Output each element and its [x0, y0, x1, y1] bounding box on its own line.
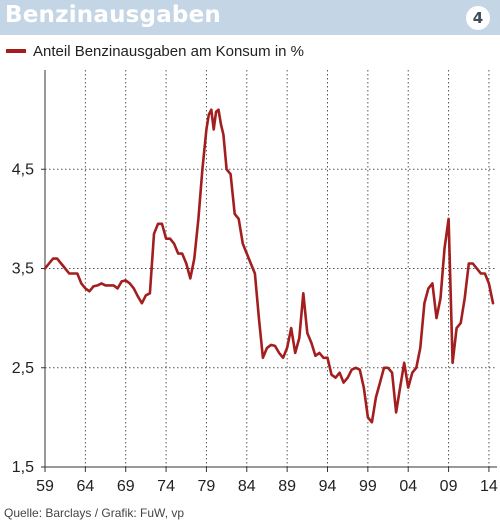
- x-tick-label: 79: [198, 478, 216, 495]
- y-tick-label: 1,5: [12, 459, 34, 476]
- x-tick-label: 84: [238, 478, 256, 495]
- x-tick-label: 69: [117, 478, 135, 495]
- legend: Anteil Benzinausgaben am Konsum in %: [6, 40, 304, 62]
- legend-label: Anteil Benzinausgaben am Konsum in %: [33, 42, 304, 60]
- line-chart: 59 64 69 74 79 84 89 94 99 04 09 14 1,5 2,5 3,5 4,5: [12, 70, 498, 495]
- chart-number-badge: 4: [466, 6, 490, 30]
- header-bar: Benzinausgaben 4: [0, 0, 500, 35]
- y-tick-label: 4,5: [12, 161, 34, 178]
- x-tick-label: 94: [319, 478, 337, 495]
- x-tick-label: 74: [157, 478, 175, 495]
- x-tick-label: 09: [440, 478, 458, 495]
- series-line: [43, 108, 495, 424]
- y-tick-label: 3,5: [12, 261, 34, 278]
- source-note: Quelle: Barclays / Grafik: FuW, vp: [4, 506, 185, 520]
- chart-title: Benzinausgaben: [5, 2, 221, 28]
- x-tick-label: 04: [399, 478, 417, 495]
- y-tick-label: 2,5: [12, 360, 34, 377]
- legend-swatch: [6, 49, 26, 53]
- x-tick-label: 89: [278, 478, 296, 495]
- x-tick-label: 14: [480, 478, 498, 495]
- x-tick-label: 99: [359, 478, 377, 495]
- x-tick-label: 64: [76, 478, 94, 495]
- x-tick-label: 59: [36, 478, 54, 495]
